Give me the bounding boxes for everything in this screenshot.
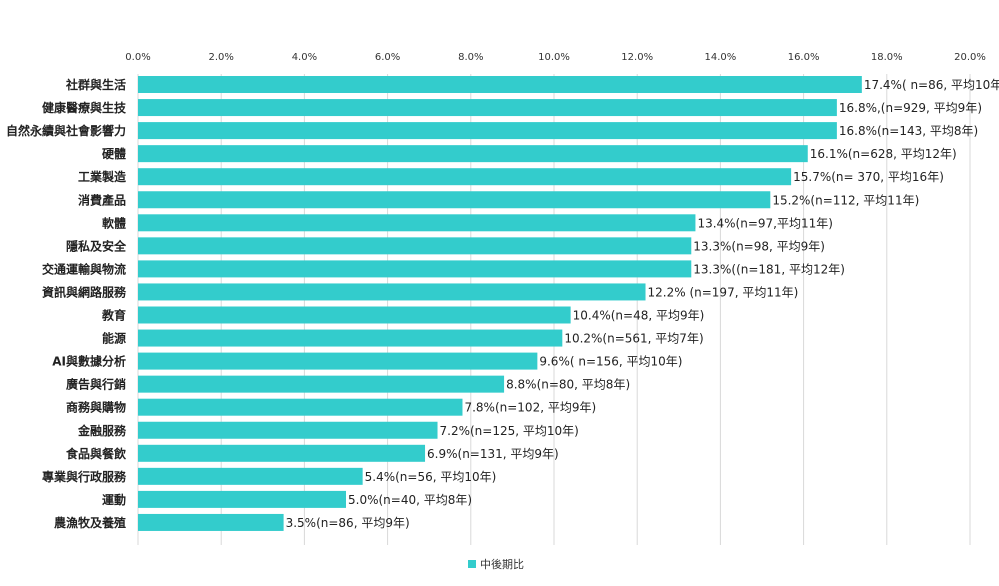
category-label: 工業製造: [78, 169, 127, 184]
x-tick-label: 10.0%: [538, 52, 570, 63]
category-label: 運動: [102, 492, 126, 507]
data-label: 7.2%(n=125, 平均10年): [440, 424, 579, 438]
data-label: 9.6%( n=156, 平均10年): [539, 355, 682, 369]
bar: [138, 467, 363, 485]
data-label: 15.7%(n= 370, 平均16年): [793, 170, 944, 184]
data-label: 3.5%(n=86, 平均9年): [286, 516, 410, 530]
legend: 中後期比: [468, 556, 524, 572]
data-label: 6.9%(n=131, 平均9年): [427, 447, 559, 461]
data-label: 10.4%(n=48, 平均9年): [573, 309, 705, 323]
x-tick-label: 18.0%: [871, 52, 903, 63]
data-label: 5.4%(n=56, 平均10年): [365, 470, 497, 484]
category-label: 軟體: [102, 215, 126, 230]
x-tick-label: 0.0%: [125, 52, 150, 63]
data-label: 13.4%(n=97,平均11年): [697, 216, 833, 230]
category-label: 商務與購物: [66, 400, 126, 415]
category-label: 自然永續與社會影響力: [6, 123, 126, 138]
x-tick-label: 6.0%: [375, 52, 400, 63]
data-label: 16.1%(n=628, 平均12年): [810, 147, 957, 161]
bar: [138, 191, 771, 209]
category-label: 廣告與行銷: [66, 377, 126, 392]
data-label: 13.3%(n=98, 平均9年): [693, 239, 825, 253]
bar: [138, 352, 538, 370]
bar: [138, 306, 571, 324]
data-label: 13.3%((n=181, 平均12年): [693, 262, 845, 276]
bar: [138, 421, 438, 439]
category-label: 金融服務: [77, 423, 127, 438]
x-tick-label: 4.0%: [292, 52, 317, 63]
bar: [138, 76, 862, 93]
x-tick-label: 16.0%: [788, 52, 820, 63]
bar: [138, 122, 837, 140]
category-label: 健康醫療與生技: [42, 100, 127, 115]
bar: [138, 490, 346, 508]
bar: [138, 444, 426, 462]
category-label: 硬體: [102, 146, 126, 161]
x-tick-label: 12.0%: [621, 52, 653, 63]
bar: [138, 375, 505, 393]
bar: [138, 398, 463, 416]
bar: [138, 99, 837, 117]
x-tick-label: 20.0%: [954, 52, 986, 63]
category-label: 交通運輸與物流: [42, 261, 126, 276]
bar: [138, 329, 563, 347]
category-label: 食品與餐飲: [65, 446, 127, 461]
data-label: 17.4%( n=86, 平均10年): [864, 78, 999, 92]
bar: [138, 283, 646, 301]
bar: [138, 168, 792, 186]
bar: [138, 214, 696, 232]
data-label: 15.2%(n=112, 平均11年): [772, 193, 919, 207]
data-label: 8.8%(n=80, 平均8年): [506, 378, 630, 392]
category-label: 教育: [101, 308, 126, 323]
category-label: AI與數據分析: [52, 354, 126, 369]
legend-swatch: [468, 560, 476, 568]
x-tick-label: 8.0%: [458, 52, 483, 63]
data-label: 12.2% (n=197, 平均11年): [648, 285, 799, 299]
category-label: 專業與行政服務: [42, 469, 127, 484]
category-label: 能源: [102, 331, 126, 346]
data-label: 16.8%(n=143, 平均8年): [839, 124, 978, 138]
bar: [138, 260, 692, 278]
bar: [138, 237, 692, 255]
x-tick-label: 2.0%: [208, 52, 233, 63]
data-label: 5.0%(n=40, 平均8年): [348, 493, 472, 507]
legend-label: 中後期比: [480, 558, 524, 571]
category-label: 農漁牧及養殖: [54, 515, 126, 530]
category-label: 社群與生活: [65, 77, 126, 92]
data-label: 16.8%,(n=929, 平均9年): [839, 101, 982, 115]
data-label: 7.8%(n=102, 平均9年): [464, 401, 596, 415]
bar: [138, 145, 808, 163]
data-label: 10.2%(n=561, 平均7年): [564, 332, 703, 346]
bar: [138, 513, 284, 531]
x-tick-label: 14.0%: [705, 52, 737, 63]
category-label: 資訊與網路服務: [42, 284, 127, 299]
category-label: 消費產品: [78, 192, 126, 207]
category-label: 隱私及安全: [66, 238, 127, 253]
